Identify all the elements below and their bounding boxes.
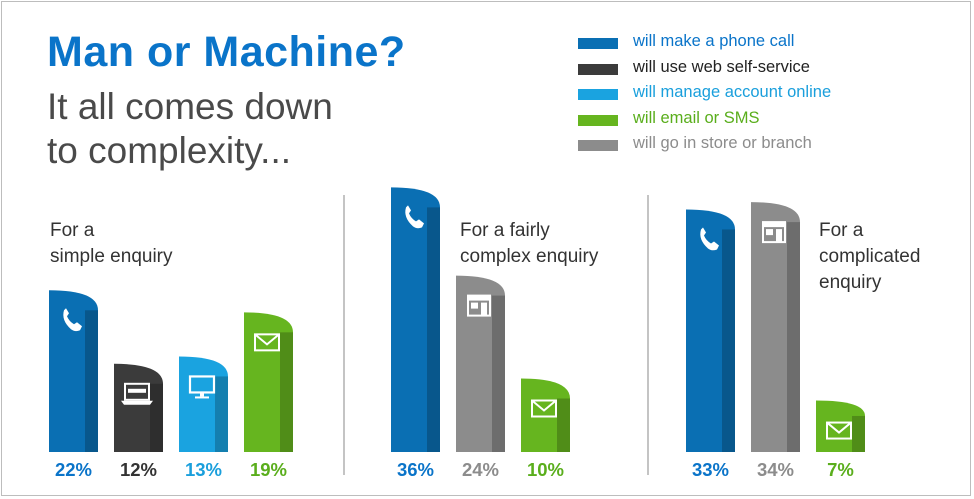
percent-label: 10%: [526, 459, 565, 480]
group-label-fairly-complex-line-1: For a fairly: [460, 220, 550, 241]
bar: [179, 356, 228, 452]
group-divider-2: [647, 195, 649, 475]
group-label-simple: For a simple enquiry: [50, 218, 173, 270]
envelope-icon: [531, 399, 557, 418]
percent-label: 24%: [461, 459, 500, 480]
group-label-complicated-line-1: For a: [819, 220, 864, 241]
percent-label: 34%: [756, 459, 795, 480]
bar: [456, 275, 505, 452]
bar: [751, 202, 800, 452]
bar: [114, 363, 163, 452]
bar-shade: [427, 207, 440, 452]
group-label-fairly-complex: For a fairly complex enquiry: [460, 218, 598, 270]
percent-label: 13%: [184, 459, 223, 480]
percent-label: 36%: [396, 459, 435, 480]
bar: [391, 187, 440, 452]
legend-label-online: will manage account online: [633, 83, 832, 101]
bar-shade: [215, 376, 228, 452]
group-label-simple-line-2: simple enquiry: [50, 246, 173, 267]
monitor-icon: [188, 375, 216, 399]
percent-label: 22%: [54, 459, 93, 480]
group-divider-1: [343, 195, 345, 475]
bar-shade: [787, 222, 800, 452]
bar-shade: [492, 295, 505, 452]
page-title: Man or Machine?: [47, 28, 406, 76]
subtitle-line-1: It all comes down: [47, 86, 333, 127]
envelope-icon: [254, 333, 280, 352]
percent-label: 7%: [827, 459, 854, 480]
bar: [686, 209, 735, 452]
bar: [244, 312, 293, 452]
bar-shade: [852, 415, 865, 452]
percent-label: 33%: [691, 459, 730, 480]
percent-label: 12%: [119, 459, 158, 480]
legend-swatch-web: [578, 63, 618, 75]
percent-label: 19%: [249, 459, 288, 480]
group-label-complicated-line-2: complicated: [819, 246, 921, 267]
envelope-icon: [826, 421, 852, 440]
bar: [521, 378, 570, 452]
legend-swatch-online: [578, 89, 618, 100]
bar-shade: [85, 310, 98, 452]
bar-shade: [280, 332, 293, 452]
bar-shade: [722, 229, 735, 452]
store-icon: [467, 294, 491, 317]
group-label-fairly-complex-line-2: complex enquiry: [460, 246, 599, 267]
legend-label-store: will go in store or branch: [633, 134, 812, 152]
legend-label-email: will email or SMS: [633, 108, 760, 127]
phone-icon: [700, 227, 719, 251]
phone-icon: [405, 205, 424, 229]
legend-swatch-phone: [578, 38, 618, 49]
bar-shade: [150, 383, 163, 452]
store-icon: [762, 221, 786, 244]
web-laptop-icon: [121, 382, 153, 405]
subtitle-line-2: to complexity...: [47, 130, 292, 171]
bar: [49, 290, 98, 452]
group-label-complicated: For a complicated enquiry: [819, 218, 920, 296]
bar: [816, 400, 865, 452]
group-label-simple-line-1: For a: [50, 220, 95, 241]
bar-shade: [557, 398, 570, 452]
phone-icon: [63, 308, 82, 332]
legend-label-web: will use web self-service: [633, 57, 810, 76]
legend-label-phone: will make a phone call: [633, 32, 795, 50]
legend-swatch-store: [578, 140, 618, 151]
legend-swatch-email: [578, 114, 618, 126]
group-label-complicated-line-3: enquiry: [819, 272, 882, 293]
